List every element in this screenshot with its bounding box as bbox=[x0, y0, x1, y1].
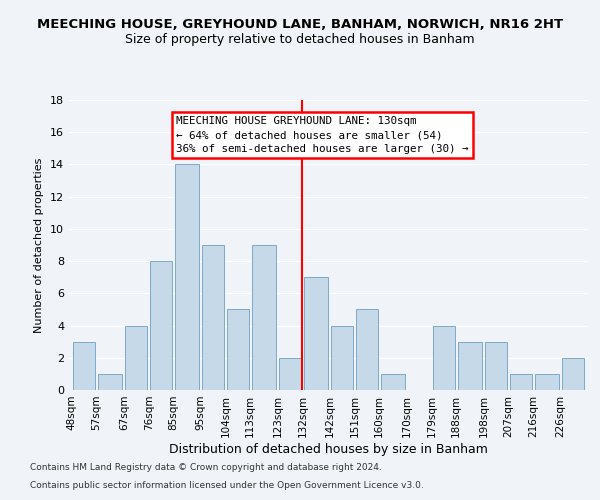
Bar bbox=[227, 310, 249, 390]
X-axis label: Distribution of detached houses by size in Banham: Distribution of detached houses by size … bbox=[169, 442, 488, 456]
Bar bbox=[252, 245, 276, 390]
Bar bbox=[433, 326, 455, 390]
Text: Size of property relative to detached houses in Banham: Size of property relative to detached ho… bbox=[125, 32, 475, 46]
Bar bbox=[458, 342, 482, 390]
Bar bbox=[73, 342, 95, 390]
Bar bbox=[562, 358, 584, 390]
Bar bbox=[279, 358, 301, 390]
Bar bbox=[125, 326, 147, 390]
Bar bbox=[150, 261, 172, 390]
Text: MEECHING HOUSE, GREYHOUND LANE, BANHAM, NORWICH, NR16 2HT: MEECHING HOUSE, GREYHOUND LANE, BANHAM, … bbox=[37, 18, 563, 30]
Y-axis label: Number of detached properties: Number of detached properties bbox=[34, 158, 44, 332]
Bar bbox=[510, 374, 532, 390]
Bar bbox=[381, 374, 405, 390]
Text: Contains HM Land Registry data © Crown copyright and database right 2024.: Contains HM Land Registry data © Crown c… bbox=[30, 464, 382, 472]
Bar bbox=[202, 245, 224, 390]
Bar bbox=[535, 374, 559, 390]
Bar bbox=[175, 164, 199, 390]
Bar bbox=[98, 374, 122, 390]
Text: MEECHING HOUSE GREYHOUND LANE: 130sqm
← 64% of detached houses are smaller (54)
: MEECHING HOUSE GREYHOUND LANE: 130sqm ← … bbox=[176, 116, 469, 154]
Bar bbox=[331, 326, 353, 390]
Text: Contains public sector information licensed under the Open Government Licence v3: Contains public sector information licen… bbox=[30, 481, 424, 490]
Bar bbox=[485, 342, 507, 390]
Bar bbox=[304, 277, 328, 390]
Bar bbox=[356, 310, 378, 390]
